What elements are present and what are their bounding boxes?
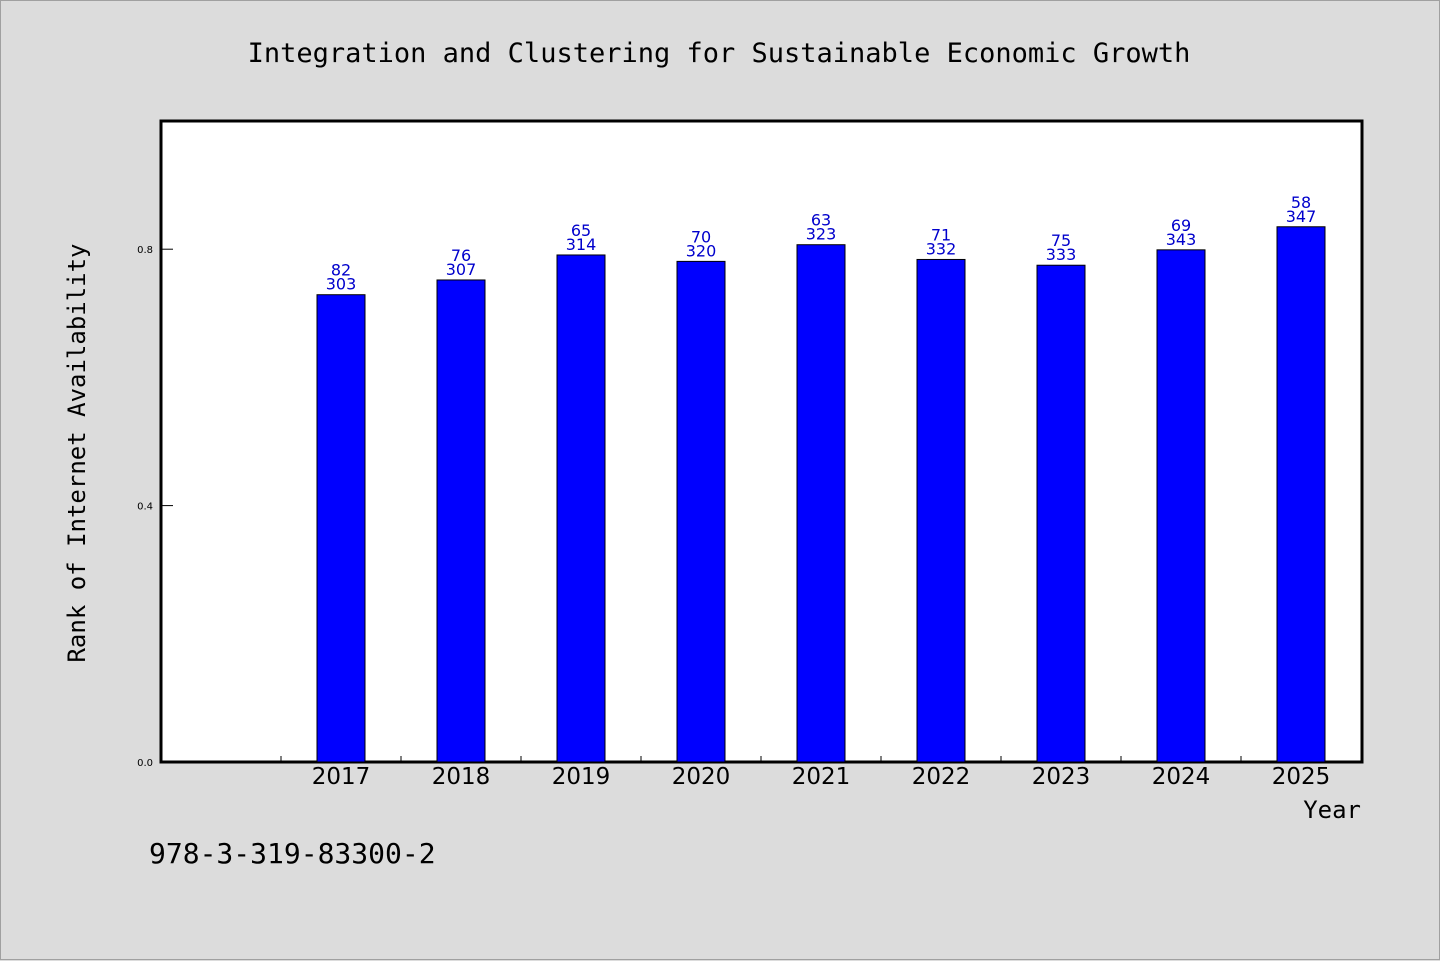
bar-label-bottom-2025: 347 [1286, 207, 1317, 226]
bar-label-top-2021: 63 [811, 211, 831, 230]
bar-label-top-2022: 71 [931, 225, 951, 244]
x-tick-label-2017: 2017 [312, 764, 371, 790]
bar-label-bottom-2023: 333 [1046, 245, 1077, 264]
bar-2023 [1036, 264, 1086, 763]
bar-label-bottom-2019: 314 [566, 235, 597, 254]
bar-label-top-2020: 70 [691, 227, 711, 246]
x-tick-label-2023: 2023 [1032, 764, 1091, 790]
x-tick-label-2025: 2025 [1272, 764, 1331, 790]
bar-2021 [796, 244, 846, 763]
bar-label-top-2018: 76 [451, 246, 471, 265]
bar-label-top-2019: 65 [571, 221, 591, 240]
y-axis-title: Rank of Internet Availability [63, 243, 91, 662]
y-tick-label: 0.8 [137, 245, 153, 256]
bar-2024 [1156, 249, 1206, 763]
bar-2017 [316, 294, 366, 763]
bar-label-top-2023: 75 [1051, 231, 1071, 250]
bar-label-bottom-2020: 320 [686, 241, 717, 260]
isbn-footnote: 978-3-319-83300-2 [149, 837, 436, 870]
bars-layer [316, 226, 1326, 763]
x-tick-label-2022: 2022 [912, 764, 971, 790]
x-tick-label-2021: 2021 [792, 764, 851, 790]
x-tick-label-2020: 2020 [672, 764, 731, 790]
x-axis: 2017 2018 2019 2020 2021 2022 2023 2024 2025 [280, 756, 1331, 790]
chart-title: Integration and Clustering for Sustainab… [248, 38, 1191, 69]
bar-label-bottom-2017: 303 [326, 275, 357, 294]
y-tick-label: 0.4 [137, 502, 153, 513]
bar-label-top-2017: 82 [331, 261, 351, 280]
bar-label-bottom-2021: 323 [806, 225, 837, 244]
bar-label-bottom-2018: 307 [446, 260, 477, 279]
x-tick-label-2018: 2018 [432, 764, 491, 790]
x-tick-label-2019: 2019 [552, 764, 611, 790]
bar-2019 [556, 254, 606, 763]
bar-2018 [436, 279, 486, 763]
bar-2020 [676, 260, 726, 763]
bar-label-bottom-2022: 332 [926, 239, 957, 258]
bar-2025 [1276, 226, 1326, 763]
x-axis-title: Year [1303, 796, 1361, 824]
y-tick-label: 0.0 [137, 758, 153, 769]
bar-2022 [916, 258, 966, 763]
bar-label-top-2024: 69 [1171, 216, 1191, 235]
bar-label-bottom-2024: 343 [1166, 230, 1197, 249]
x-tick-label-2024: 2024 [1152, 764, 1211, 790]
bar-label-top-2025: 58 [1291, 193, 1311, 212]
y-axis: 0.0 0.4 0.8 [137, 245, 173, 769]
